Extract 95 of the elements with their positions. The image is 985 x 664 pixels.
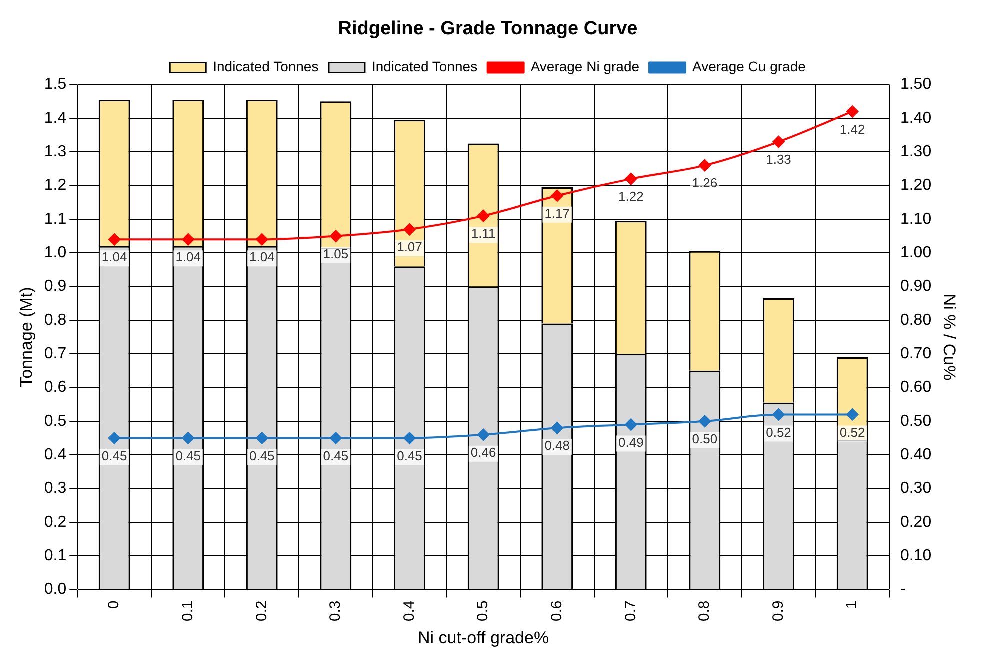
point [330, 432, 342, 444]
x-tick-label: 0.6 [548, 600, 566, 622]
y-tick-label: 0.7 [44, 346, 67, 363]
data-label: 1.04 [249, 250, 275, 265]
y2-tick-label: 0.20 [900, 514, 932, 531]
point [551, 422, 564, 434]
data-label: 0.45 [249, 448, 275, 464]
data-label: 0.48 [544, 438, 570, 454]
point [625, 418, 638, 431]
y2-tick-label: 0.60 [900, 379, 932, 396]
y2-tick-label: 0.90 [900, 278, 932, 296]
y-tick-label: 1.1 [44, 210, 67, 228]
x-tick-label: 0.9 [770, 600, 787, 622]
y-tick-label: 0.2 [44, 514, 67, 531]
y-tick-label: 0.9 [44, 278, 67, 296]
x-tick-label: 0.7 [622, 600, 640, 622]
data-label: 0.52 [766, 424, 792, 440]
x-tick-label: 0.3 [327, 600, 344, 622]
chart-title: Ridgeline - Grade Tonnage Curve [338, 18, 638, 40]
legend-label: Indicated Tonnes [372, 58, 478, 75]
point [551, 190, 564, 202]
legend-label: Average Cu grade [692, 58, 806, 75]
data-label: 1.33 [766, 152, 792, 168]
data-label: 0.52 [840, 424, 866, 440]
point [108, 432, 121, 444]
y2-tick-label: 0.40 [900, 446, 932, 464]
point [625, 173, 638, 186]
y2-tick-label: 0.80 [900, 312, 932, 329]
data-label: 1.04 [176, 250, 201, 265]
x-tick-label: 0.5 [474, 600, 492, 622]
y-tick-label: 0.0 [44, 581, 67, 598]
data-label: 1.42 [840, 122, 866, 137]
point [108, 234, 121, 246]
data-label: 0.49 [618, 434, 644, 450]
data-label: 0.46 [470, 444, 496, 460]
point [772, 136, 785, 148]
y-tick-label: 0.5 [44, 412, 67, 430]
data-label: 0.45 [323, 448, 349, 464]
y-axis-title: Tonnage (Mt) [16, 287, 36, 388]
point [698, 160, 711, 172]
y-tick-label: 1.3 [44, 144, 67, 161]
x-tick-label: 0.1 [179, 600, 196, 622]
x-tick-label: 0.2 [253, 600, 270, 622]
y-tick-label: 0.1 [44, 547, 67, 564]
point [478, 210, 490, 222]
data-label: 0.45 [176, 448, 201, 464]
y2-tick-label: 0.30 [900, 480, 932, 498]
data-label: 1.22 [618, 189, 644, 204]
legend-label: Average Ni grade [530, 58, 640, 75]
x-tick-label: 1 [844, 600, 861, 610]
data-label: 0.45 [102, 448, 128, 464]
y-tick-label: 0.4 [44, 446, 67, 464]
y-tick-label: 0.3 [44, 480, 67, 498]
legend-label: Indicated Tonnes [213, 58, 319, 75]
y-tick-label: 1.4 [44, 110, 67, 127]
y2-tick-label: 0.10 [900, 547, 932, 564]
data-label: 0.50 [692, 432, 718, 447]
point [404, 224, 416, 236]
y2-tick-label: 1.20 [900, 177, 932, 194]
point [772, 408, 785, 421]
point [256, 432, 268, 444]
y-tick-label: 1.2 [44, 177, 67, 194]
y2-tick-label: 0.70 [900, 346, 932, 363]
x-tick-label: 0.4 [400, 600, 418, 622]
x-tick-label: 0 [106, 600, 123, 610]
y2-tick-label: 1.00 [900, 244, 932, 262]
point [404, 432, 416, 444]
y2-tick-label: 1.40 [900, 110, 932, 127]
y-tick-label: 1.0 [44, 244, 67, 262]
point [478, 428, 490, 441]
data-label: 1.04 [102, 250, 128, 265]
point [846, 408, 859, 421]
y2-tick-label: 1.50 [900, 76, 932, 94]
data-label: 1.26 [692, 176, 718, 191]
y2-tick-label: 0.50 [900, 412, 932, 430]
y-tick-label: 0.8 [44, 312, 67, 329]
y2-axis-title: Ni % / Cu% [940, 294, 960, 381]
x-axis-title: Ni cut-off grade% [418, 628, 550, 648]
point [182, 234, 194, 246]
point [698, 415, 711, 428]
x-tick-label: 0.8 [696, 600, 714, 622]
data-label: 1.07 [397, 240, 422, 255]
point [330, 230, 342, 242]
data-label: 1.17 [544, 206, 570, 221]
point [256, 234, 268, 246]
data-label: 1.11 [471, 226, 496, 242]
y2-tick-label: 1.10 [900, 210, 932, 228]
point [182, 432, 194, 444]
point [846, 106, 859, 118]
data-label: 0.45 [397, 448, 422, 464]
y-tick-label: 1.5 [44, 76, 67, 94]
y2-tick-label: - [900, 581, 906, 598]
y2-tick-label: 1.30 [900, 144, 932, 161]
y-tick-label: 0.6 [44, 379, 67, 396]
data-label: 1.05 [323, 246, 349, 262]
